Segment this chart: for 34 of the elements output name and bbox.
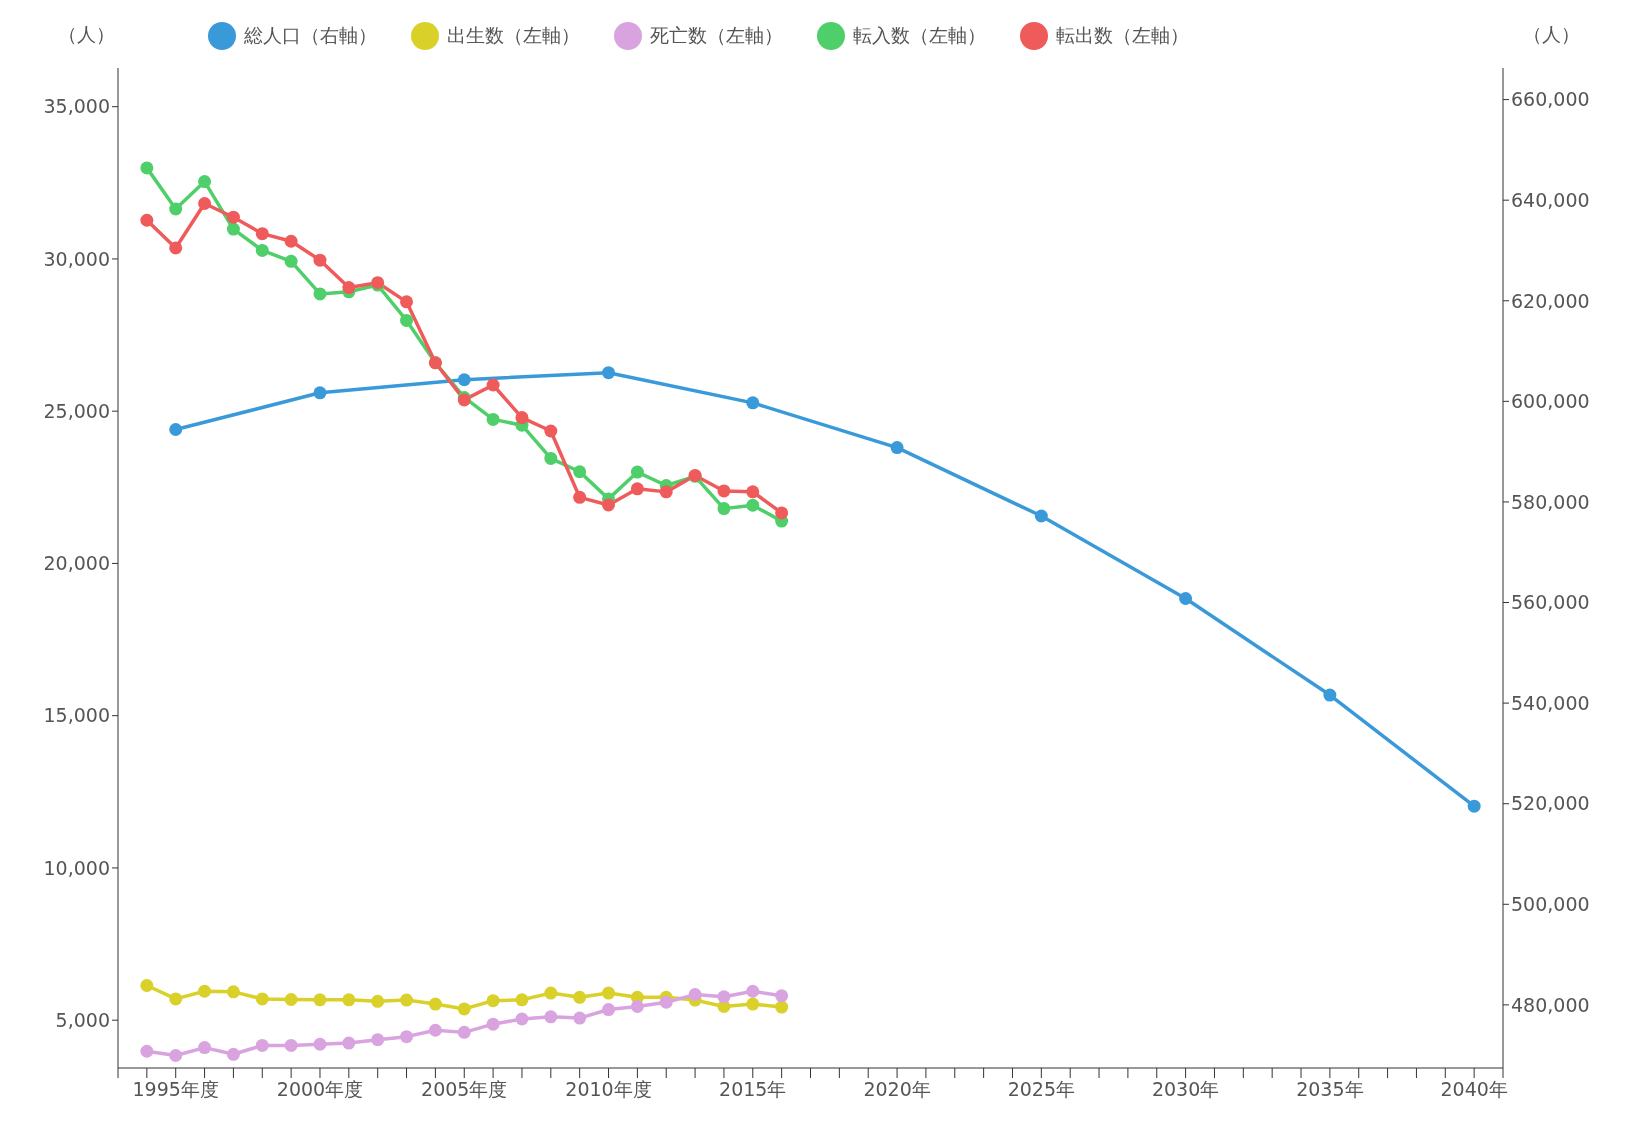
y2-tick-label: 480,000 xyxy=(1511,993,1590,1016)
y-tick-label: 30,000 xyxy=(43,247,110,270)
x-tick-label: 2035年 xyxy=(1296,1078,1364,1100)
x-tick-label: 2010年度 xyxy=(565,1078,652,1100)
x-tick-label: 2030年 xyxy=(1151,1078,1220,1100)
y2-tick-label: 640,000 xyxy=(1511,188,1590,211)
y2-tick-label: 580,000 xyxy=(1511,490,1590,513)
legend-label: 死亡数（左軸） xyxy=(649,23,783,48)
y-tick-label: 25,000 xyxy=(43,399,110,422)
y2-tick-label: 540,000 xyxy=(1511,691,1590,714)
y-tick-label: 10,000 xyxy=(43,856,110,879)
legend-label: 出生数（左軸） xyxy=(446,23,580,48)
x-tick-label: 2000年度 xyxy=(276,1078,364,1100)
y-tick-label: 15,000 xyxy=(43,704,110,727)
y2-tick-label: 520,000 xyxy=(1511,792,1590,815)
y-tick-label: 5,000 xyxy=(55,1008,110,1031)
y-tick-label: 20,000 xyxy=(43,552,110,575)
x-tick-label: 2005年度 xyxy=(421,1078,508,1100)
y-tick-label: 35,000 xyxy=(43,95,110,118)
y2-tick-label: 620,000 xyxy=(1511,289,1590,312)
y2-tick-label: 500,000 xyxy=(1511,893,1590,916)
x-tick-label: 2015年 xyxy=(719,1078,787,1100)
y2-tick-label: 560,000 xyxy=(1511,591,1590,614)
y2-tick-label: 600,000 xyxy=(1511,390,1590,413)
y2-tick-label: 660,000 xyxy=(1511,88,1590,111)
x-tick-label: 1995年度 xyxy=(132,1078,219,1100)
y-axis-title: （人） xyxy=(58,22,115,47)
x-tick-label: 2020年 xyxy=(863,1078,931,1100)
legend-label: 総人口（右軸） xyxy=(243,23,377,48)
legend-label: 転入数（左軸） xyxy=(852,23,986,48)
x-tick-label: 2040年 xyxy=(1440,1078,1508,1100)
x-tick-label: 2025年 xyxy=(1007,1078,1076,1100)
y2-axis-title: （人） xyxy=(1523,22,1580,47)
legend-label: 転出数（左軸） xyxy=(1055,23,1189,48)
